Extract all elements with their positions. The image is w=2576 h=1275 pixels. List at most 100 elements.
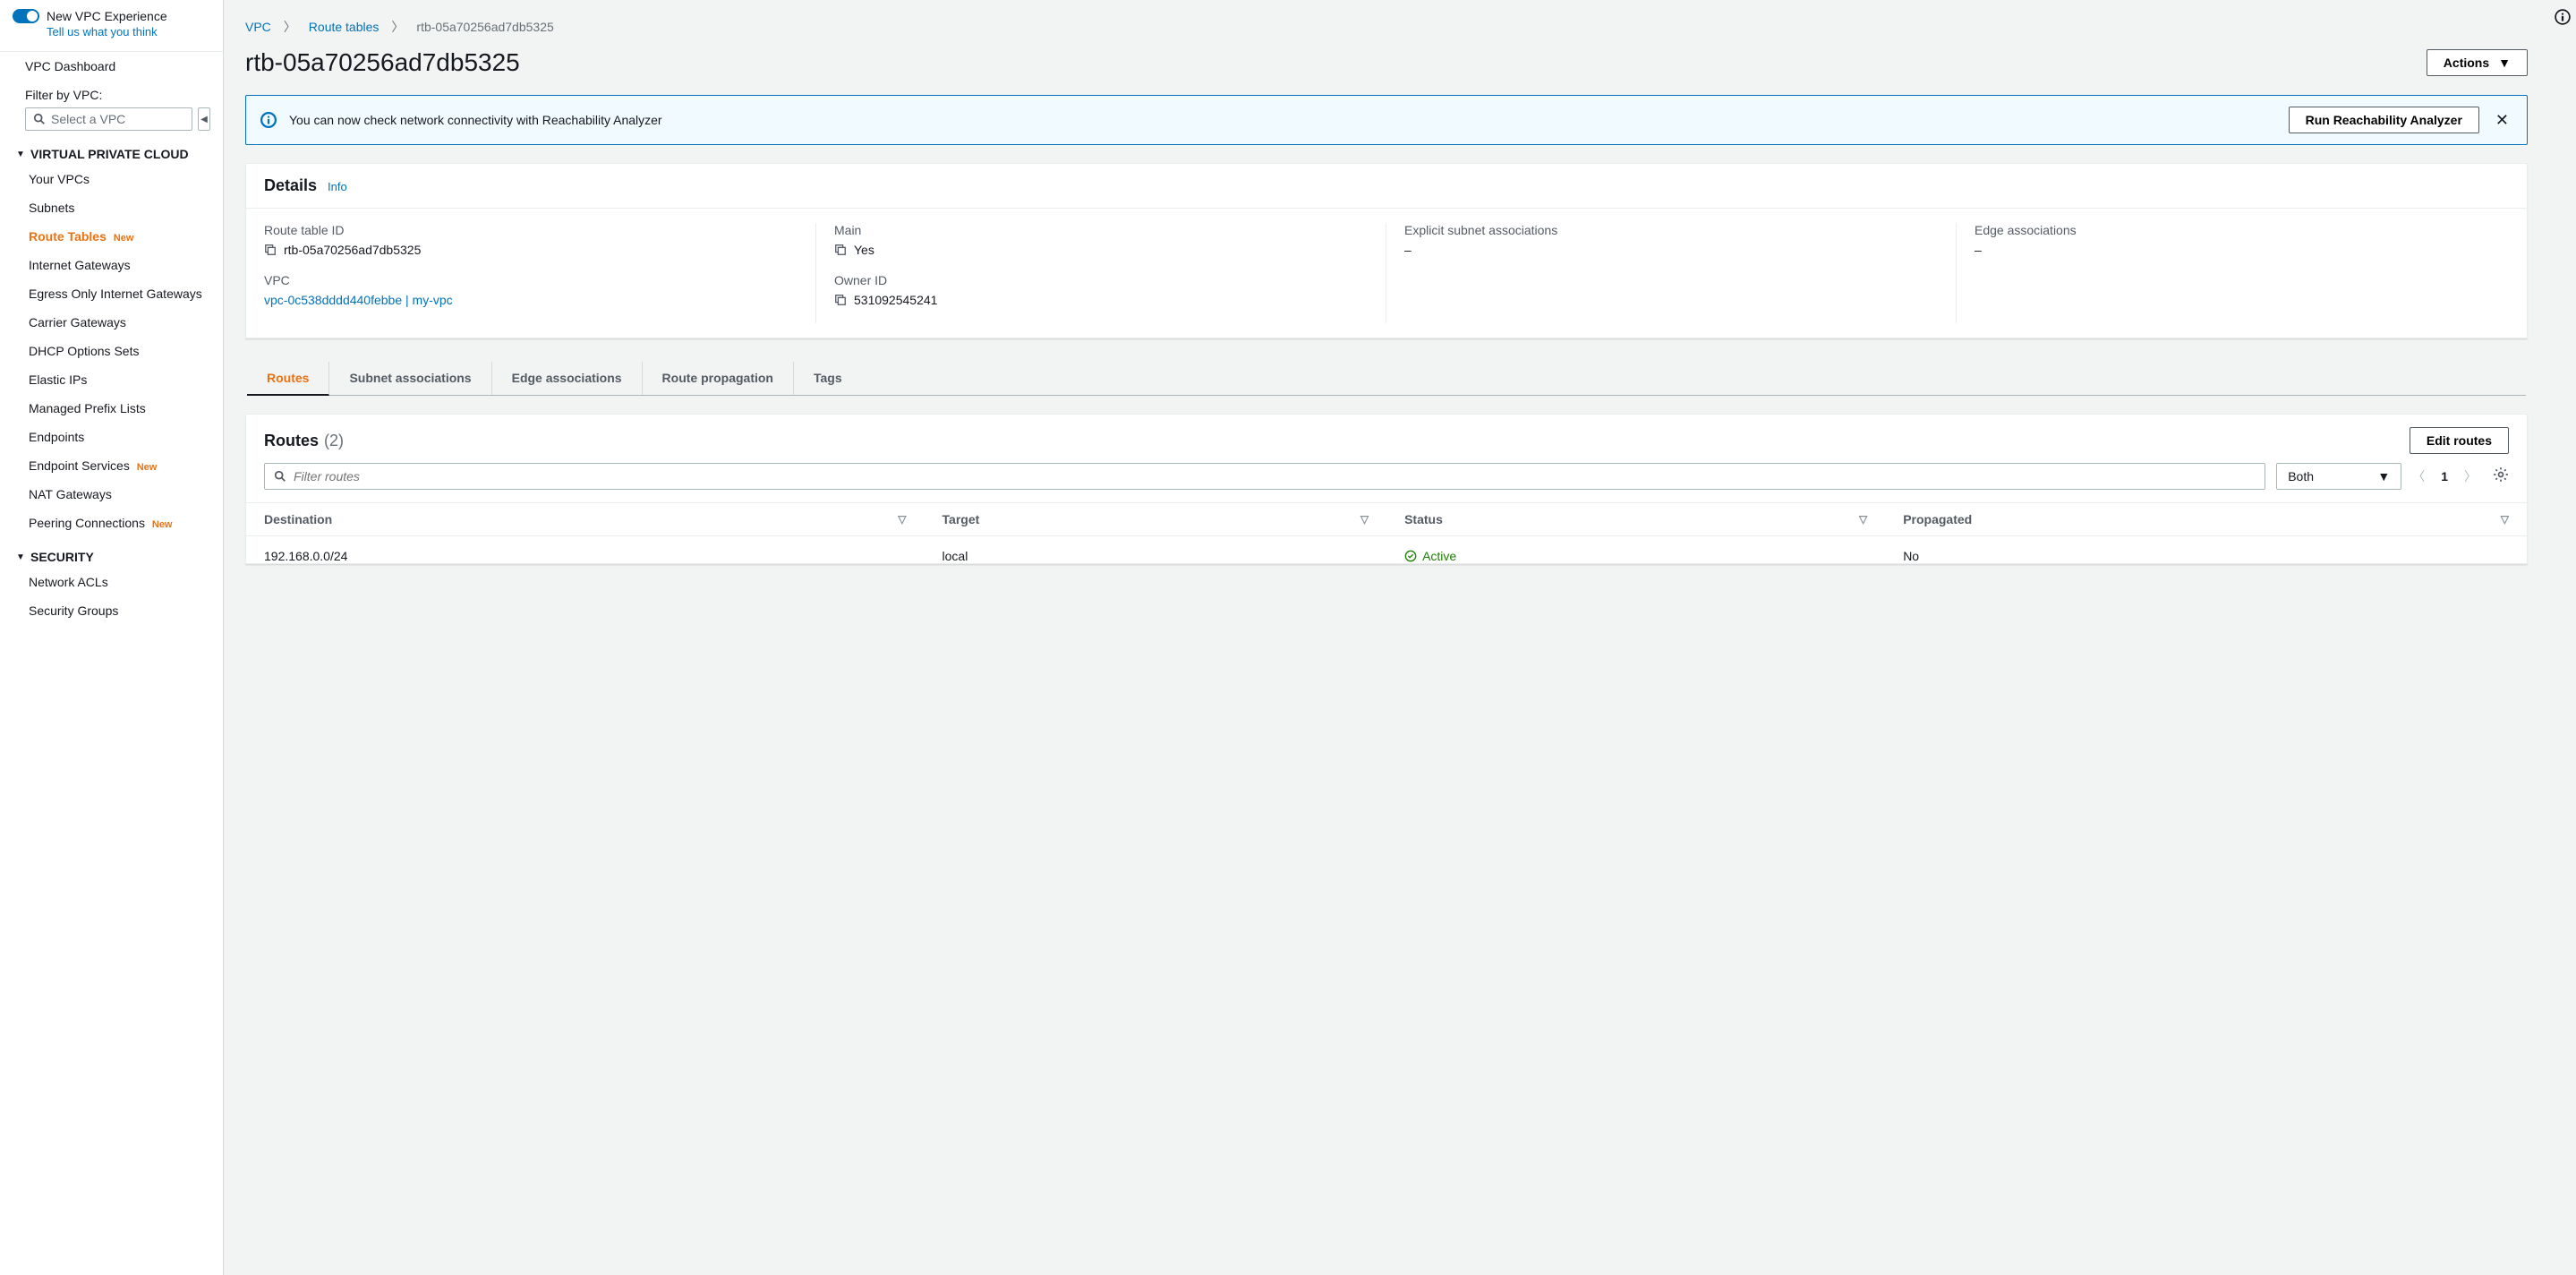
page-title: rtb-05a70256ad7db5325 [245,48,520,77]
caret-down-icon: ▼ [16,550,27,562]
info-banner: You can now check network connectivity w… [245,95,2528,145]
next-page-button[interactable]: 〉 [2464,467,2477,485]
info-icon [260,112,277,128]
col-target[interactable]: Target ▽ [925,503,1387,536]
check-circle-icon [1404,550,1417,562]
filter-select-value: Both [2288,469,2314,483]
cell-destination: 192.168.0.0/24 [246,536,925,564]
details-info-link[interactable]: Info [328,180,347,193]
breadcrumb: VPC 〉 Route tables 〉 rtb-05a70256ad7db53… [245,18,2528,36]
filter-by-vpc-label: Filter by VPC: [25,88,210,102]
routes-count: (2) [324,432,344,450]
copy-icon[interactable] [834,244,847,256]
actions-button[interactable]: Actions ▼ [2427,49,2528,76]
col-status[interactable]: Status ▽ [1386,503,1885,536]
label-main: Main [834,223,1368,237]
tab-subnet-associations[interactable]: Subnet associations [329,362,491,395]
routes-title: Routes [264,432,319,450]
vpc-select[interactable]: Select a VPC [25,107,192,131]
sidebar-item-network-acls[interactable]: Network ACLs [0,568,223,596]
tab-route-propagation[interactable]: Route propagation [643,362,794,395]
sidebar-item-dashboard[interactable]: VPC Dashboard [0,52,223,81]
breadcrumb-route-tables[interactable]: Route tables [309,20,380,34]
cell-propagated: No [1885,536,2527,564]
sidebar-item-elastic-ips[interactable]: Elastic IPs [0,365,223,394]
filter-routes-input[interactable] [264,463,2265,490]
tell-us-link[interactable]: Tell us what you think [47,25,210,39]
sidebar-item-peering[interactable]: Peering Connections New [0,509,223,537]
col-destination[interactable]: Destination ▽ [246,503,925,536]
caret-down-icon: ▼ [2498,56,2511,70]
chevron-right-icon: 〉 [284,18,296,36]
sidebar-item-endpoints[interactable]: Endpoints [0,423,223,451]
new-experience-toggle[interactable] [13,9,39,23]
sidebar-item-internet-gateways[interactable]: Internet Gateways [0,251,223,279]
value-edge-assoc: – [1975,243,1982,257]
filter-routes-field[interactable] [294,469,2256,483]
sort-icon: ▽ [1859,513,1867,526]
sidebar-item-nat-gateways[interactable]: NAT Gateways [0,480,223,509]
search-icon [33,113,46,125]
col-label: Target [943,512,980,526]
value-explicit-assoc: – [1404,243,1412,257]
sidebar-item-prefix-lists[interactable]: Managed Prefix Lists [0,394,223,423]
tab-tags[interactable]: Tags [794,362,862,395]
edit-routes-button[interactable]: Edit routes [2410,427,2509,454]
sidebar-item-subnets[interactable]: Subnets [0,193,223,222]
caret-down-icon: ▼ [16,147,27,159]
prev-page-button[interactable]: 〈 [2412,467,2425,485]
settings-icon[interactable] [2493,466,2509,487]
caret-down-icon: ▼ [2377,469,2390,483]
sidebar: New VPC Experience Tell us what you thin… [0,0,224,1275]
sidebar-item-security-groups[interactable]: Security Groups [0,596,223,625]
label-edge-assoc: Edge associations [1975,223,2509,237]
table-row[interactable]: 192.168.0.0/24 local Active No [246,536,2527,564]
info-icon[interactable] [2555,9,2571,30]
new-badge: New [137,462,158,473]
main-content: VPC 〉 Route tables 〉 rtb-05a70256ad7db53… [224,0,2549,1275]
label-explicit-assoc: Explicit subnet associations [1404,223,1938,237]
sort-icon: ▽ [898,513,906,526]
sidebar-item-route-tables[interactable]: Route Tables New [0,222,223,251]
vpc-filter: Filter by VPC: Select a VPC ◀ [0,81,223,134]
routes-filter-select[interactable]: Both ▼ [2276,463,2401,490]
copy-icon[interactable] [834,294,847,306]
breadcrumb-vpc[interactable]: VPC [245,20,271,34]
sidebar-item-label: Endpoint Services [29,458,130,473]
run-reachability-button[interactable]: Run Reachability Analyzer [2289,107,2479,133]
sidebar-item-dhcp[interactable]: DHCP Options Sets [0,337,223,365]
section-header-vpc[interactable]: ▼ VIRTUAL PRIVATE CLOUD [0,134,223,165]
pager: 〈 1 〉 [2412,466,2509,487]
section-title-security: SECURITY [30,550,94,564]
col-label: Propagated [1903,512,1972,526]
new-experience-label: New VPC Experience [47,9,167,23]
chevron-right-icon: 〉 [391,18,404,36]
sidebar-item-carrier-gateways[interactable]: Carrier Gateways [0,308,223,337]
col-propagated[interactable]: Propagated ▽ [1885,503,2527,536]
label-vpc: VPC [264,273,798,287]
section-title-vpc: VIRTUAL PRIVATE CLOUD [30,147,189,161]
value-route-table-id: rtb-05a70256ad7db5325 [284,243,421,257]
copy-icon[interactable] [264,244,277,256]
info-strip [2549,0,2576,1275]
sidebar-item-label: Route Tables [29,229,107,244]
sidebar-item-egress-gateways[interactable]: Egress Only Internet Gateways [0,279,223,308]
new-vpc-experience: New VPC Experience Tell us what you thin… [0,0,223,52]
tabs: Routes Subnet associations Edge associat… [247,362,2526,396]
routes-table: Destination ▽ Target ▽ Status ▽ [246,502,2527,563]
details-panel: Details Info Route table ID rtb-05a70256… [245,163,2528,338]
new-badge: New [114,233,134,244]
col-label: Status [1404,512,1443,526]
tab-routes[interactable]: Routes [247,362,329,396]
cell-status: Active [1386,536,1885,564]
status-text: Active [1422,549,1456,563]
close-icon[interactable]: ✕ [2492,111,2512,130]
label-route-table-id: Route table ID [264,223,798,237]
details-title: Details [264,176,317,195]
tab-edge-associations[interactable]: Edge associations [492,362,643,395]
sidebar-item-endpoint-services[interactable]: Endpoint Services New [0,451,223,480]
sidebar-collapse-button[interactable]: ◀ [198,107,210,131]
value-vpc-link[interactable]: vpc-0c538dddd440febbe | my-vpc [264,293,453,307]
section-header-security[interactable]: ▼ SECURITY [0,537,223,568]
sidebar-item-your-vpcs[interactable]: Your VPCs [0,165,223,193]
